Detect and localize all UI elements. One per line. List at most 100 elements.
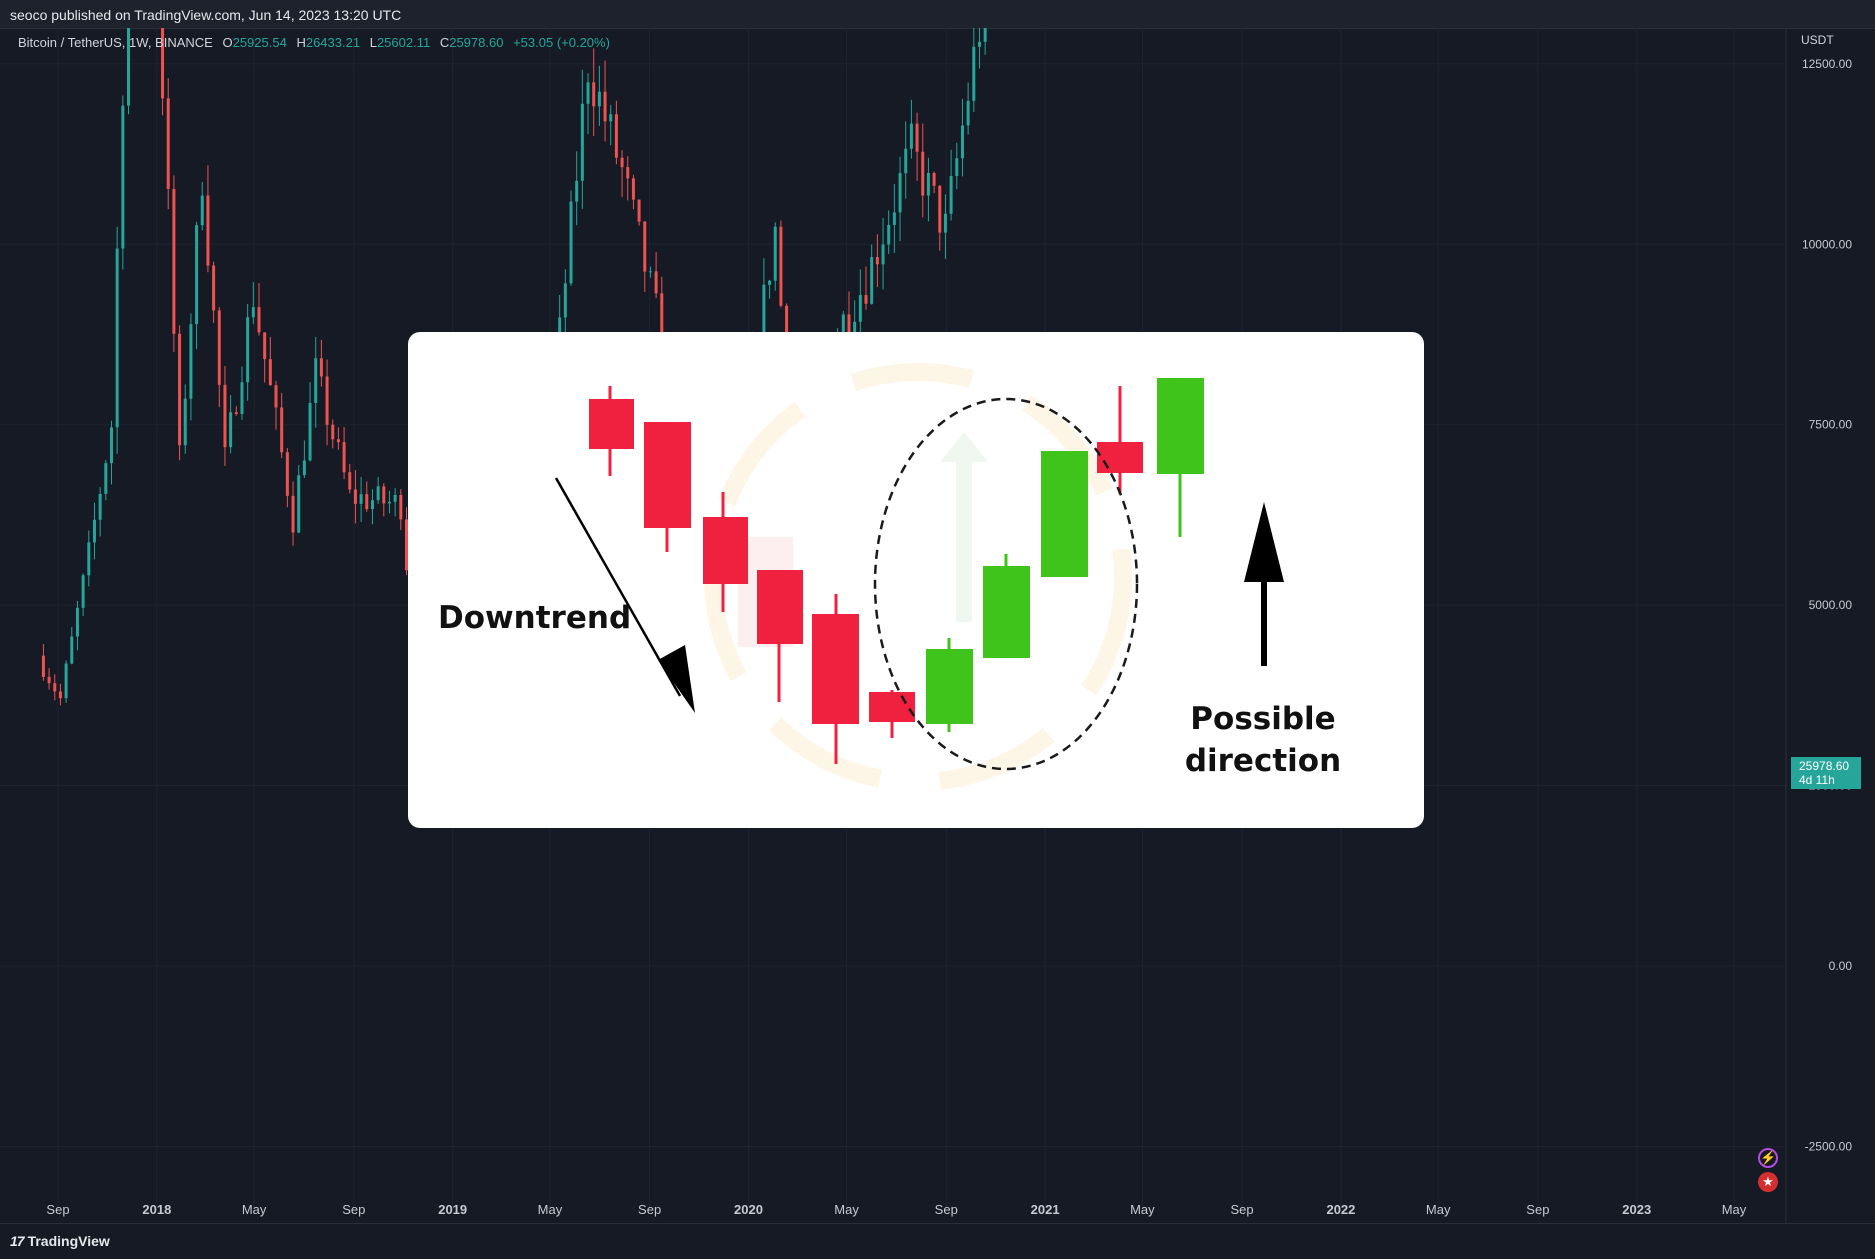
candle-body	[263, 332, 267, 360]
candle-body	[898, 173, 902, 213]
candle-body	[359, 494, 363, 504]
tradingview-logo[interactable]: 17 TradingView	[10, 1233, 110, 1249]
last-price-value: 25978.60	[1799, 759, 1850, 773]
bear-candle	[644, 422, 691, 528]
possible-direction-label: Possible direction	[1163, 698, 1363, 782]
footer-bar: 17 TradingView	[0, 1223, 1875, 1259]
candle-body	[268, 359, 272, 386]
candle-body	[308, 402, 312, 461]
candle-body	[563, 283, 567, 318]
candle-body	[779, 226, 783, 306]
candle-body	[614, 114, 618, 158]
close-key: C	[439, 35, 450, 50]
low-key: L	[369, 35, 377, 50]
candle-body	[348, 472, 352, 490]
candle-body	[870, 257, 874, 304]
candle-body	[121, 105, 125, 249]
candle-body	[195, 225, 199, 325]
candle-body	[648, 271, 652, 273]
bearish-candles	[589, 386, 1143, 764]
candle-body	[881, 244, 885, 265]
candle-body	[637, 199, 641, 222]
x-tick-label: May	[1722, 1202, 1747, 1217]
candle-body	[98, 493, 102, 520]
candle-body	[64, 663, 68, 699]
candle-body	[257, 307, 261, 333]
candle-body	[631, 178, 635, 200]
candle-body	[943, 213, 947, 233]
candle-body	[915, 123, 919, 152]
candle-body	[178, 333, 182, 446]
candle-body	[399, 494, 403, 520]
x-tick-label: 2019	[438, 1202, 467, 1217]
candle-body	[200, 195, 204, 226]
brand-name: TradingView	[27, 1233, 110, 1249]
x-tick-label: Sep	[46, 1202, 69, 1217]
candle-body	[331, 424, 335, 440]
symbol-label[interactable]: Bitcoin / TetherUS, 1W, BINANCE	[18, 35, 213, 50]
candle-body	[762, 284, 766, 357]
x-tick-label: 2022	[1326, 1202, 1355, 1217]
candle-body	[660, 293, 664, 355]
reversal-highlight-ellipse	[873, 397, 1139, 771]
candle-body	[365, 494, 369, 510]
candle-body	[643, 221, 647, 272]
bolt-icon[interactable]: ⚡	[1758, 1148, 1778, 1168]
candle-body	[626, 167, 630, 179]
candle-body	[291, 495, 295, 533]
candle-body	[87, 542, 91, 576]
candle-body	[768, 280, 772, 285]
candle-body	[892, 212, 896, 225]
x-tick-label: May	[1130, 1202, 1155, 1217]
y-tick-label: 12500.00	[1802, 57, 1852, 71]
publisher-line: seoco published on TradingView.com, Jun …	[10, 7, 402, 23]
candle-body	[92, 519, 96, 543]
candle-body	[404, 519, 408, 571]
x-tick-label: May	[834, 1202, 859, 1217]
candle-body	[569, 201, 573, 284]
candle-body	[932, 172, 936, 186]
candlestick-pattern-card: Downtrend Possible direction	[408, 332, 1424, 828]
candle-body	[983, 28, 987, 42]
bull-candle	[983, 566, 1030, 658]
possible-line-2: direction	[1184, 743, 1342, 779]
candle-body	[972, 46, 976, 101]
candle-body	[212, 265, 216, 311]
watermark-arrow	[940, 432, 988, 622]
candle-body	[234, 412, 238, 414]
candle-body	[115, 248, 119, 428]
x-tick-label: Sep	[1230, 1202, 1253, 1217]
candle-body	[977, 41, 981, 47]
open-value: 25925.54	[232, 35, 287, 50]
candle-body	[251, 307, 255, 318]
up-arrow-head	[1244, 502, 1284, 582]
last-price-tag: 25978.60 4d 11h	[1791, 757, 1861, 789]
candle-body	[864, 295, 868, 304]
candle-body	[229, 412, 233, 448]
y-tick-label: 5000.00	[1809, 598, 1853, 612]
candle-body	[353, 489, 357, 504]
y-tick-label: 7500.00	[1809, 418, 1853, 432]
candle-body	[909, 123, 913, 149]
candle-body	[875, 257, 879, 265]
candle-body	[240, 382, 244, 414]
us-flag-icon[interactable]: ★	[1758, 1172, 1778, 1192]
candle-body	[586, 82, 590, 104]
candle-body	[858, 295, 862, 322]
candle-body	[41, 655, 45, 677]
candle-body	[904, 148, 908, 174]
x-tick-label: Sep	[342, 1202, 365, 1217]
candle-body	[297, 475, 301, 533]
x-tick-label: May	[538, 1202, 563, 1217]
bull-candle	[926, 649, 973, 724]
x-tick-label: 2023	[1622, 1202, 1651, 1217]
currency-label[interactable]: USDT	[1801, 33, 1834, 47]
bear-candle	[1097, 442, 1143, 473]
candle-body	[620, 157, 624, 168]
candle-body	[938, 185, 942, 233]
candle-body	[217, 310, 221, 385]
x-tick-label: Sep	[935, 1202, 958, 1217]
candle-body	[960, 125, 964, 159]
candle-body	[58, 691, 62, 699]
candle-body	[206, 195, 210, 266]
